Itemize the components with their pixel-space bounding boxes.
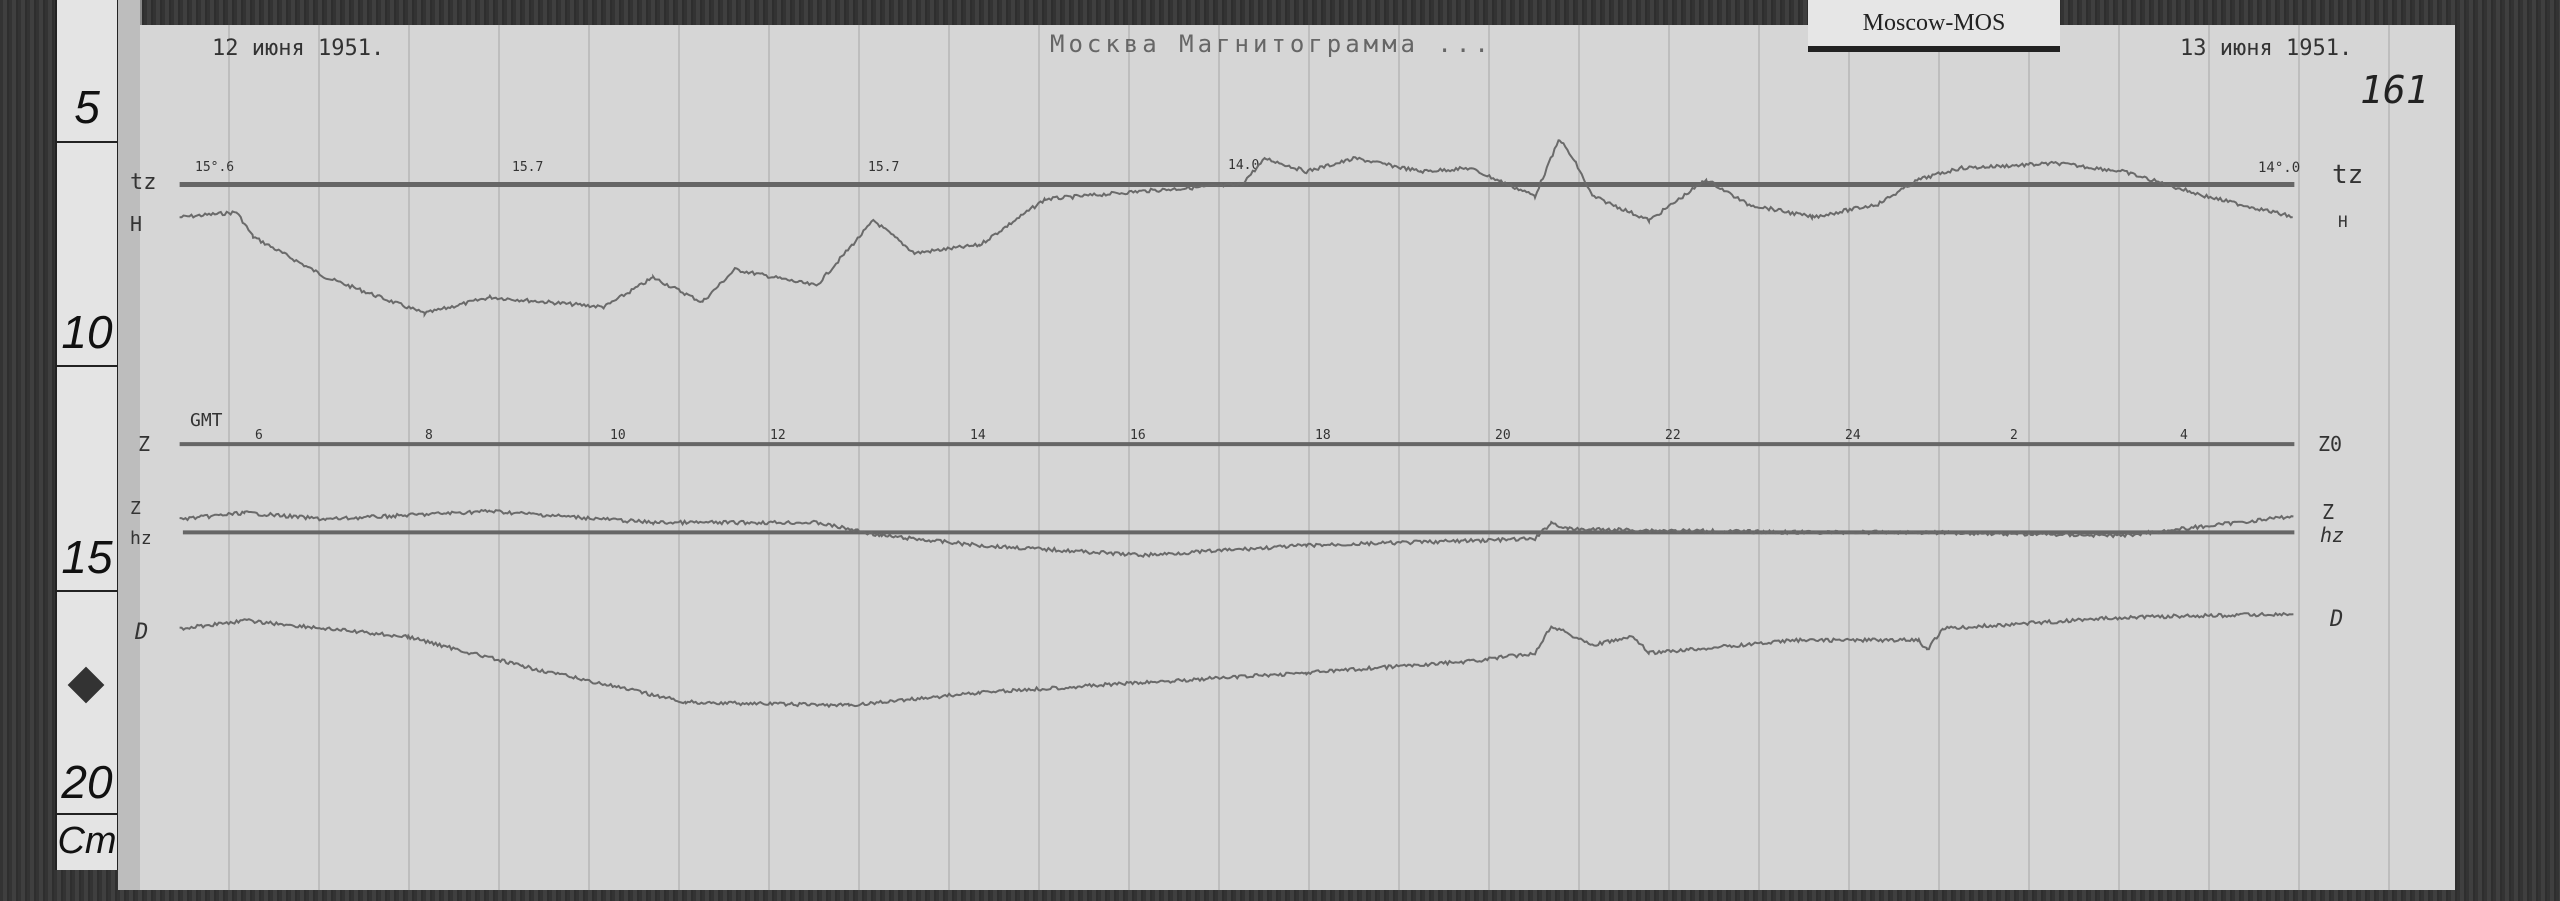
time-mark: 14.0 — [1228, 158, 1260, 173]
left-label-hz: hz — [130, 528, 152, 549]
hour-mark: 20 — [1495, 428, 1511, 443]
hour-mark: 18 — [1315, 428, 1331, 443]
right-label-d: D — [2330, 607, 2344, 632]
ruler-tick — [57, 813, 117, 815]
right-label-z0: Z0 — [2318, 432, 2343, 456]
hour-mark: 22 — [1665, 428, 1681, 443]
hour-mark: 8 — [425, 428, 433, 443]
start-date: 12 июня 1951. — [212, 36, 385, 61]
h-trace — [179, 139, 2293, 318]
cm-ruler: 5 10 15 20 Cm — [55, 0, 119, 870]
left-label-tz: tz — [130, 170, 157, 195]
ruler-tick — [57, 365, 117, 367]
ruler-tick — [57, 590, 117, 592]
right-label-tz: tz — [2332, 160, 2364, 190]
time-mark: 15.7 — [512, 160, 544, 175]
hour-mark: 16 — [1130, 428, 1146, 443]
d-trace — [179, 611, 2294, 709]
end-date: 13 июня 1951. — [2180, 36, 2353, 61]
time-mark: 15.7 — [868, 160, 900, 175]
hour-mark: 2 — [2010, 428, 2018, 443]
left-label-d: D — [135, 620, 149, 645]
ruler-unit: Cm — [57, 820, 117, 862]
left-label-z: Z — [130, 498, 141, 519]
ruler-mark-20: 20 — [61, 756, 113, 808]
time-mark: 14°.0 — [2258, 160, 2301, 176]
ruler-mark-10: 10 — [61, 306, 113, 358]
hour-mark: 24 — [1845, 428, 1861, 443]
right-label-h: H — [2338, 212, 2348, 231]
time-mark: 15°.6 — [195, 160, 235, 175]
left-label-h: H — [130, 212, 143, 236]
left-label-z0: Z — [138, 432, 151, 456]
ruler-tick — [57, 141, 117, 143]
right-label-hz: hz — [2320, 523, 2345, 547]
ruler-mark-5: 5 — [74, 81, 100, 133]
hour-mark: 10 — [610, 428, 626, 443]
right-label-z: Z — [2322, 500, 2335, 524]
sheet-number: 161 — [2360, 68, 2429, 112]
left-label-gmt: GMT — [190, 410, 223, 431]
station-label-card: Moscow-MOS — [1808, 0, 2060, 52]
sheet-title: Москва Магнитограмма ... — [1050, 30, 1493, 58]
hour-mark: 14 — [970, 428, 986, 443]
hour-mark: 4 — [2180, 428, 2188, 443]
z-trace — [179, 508, 2294, 559]
hour-mark: 12 — [770, 428, 786, 443]
hour-mark: 6 — [255, 428, 263, 443]
ruler-mark-15: 15 — [61, 531, 113, 583]
